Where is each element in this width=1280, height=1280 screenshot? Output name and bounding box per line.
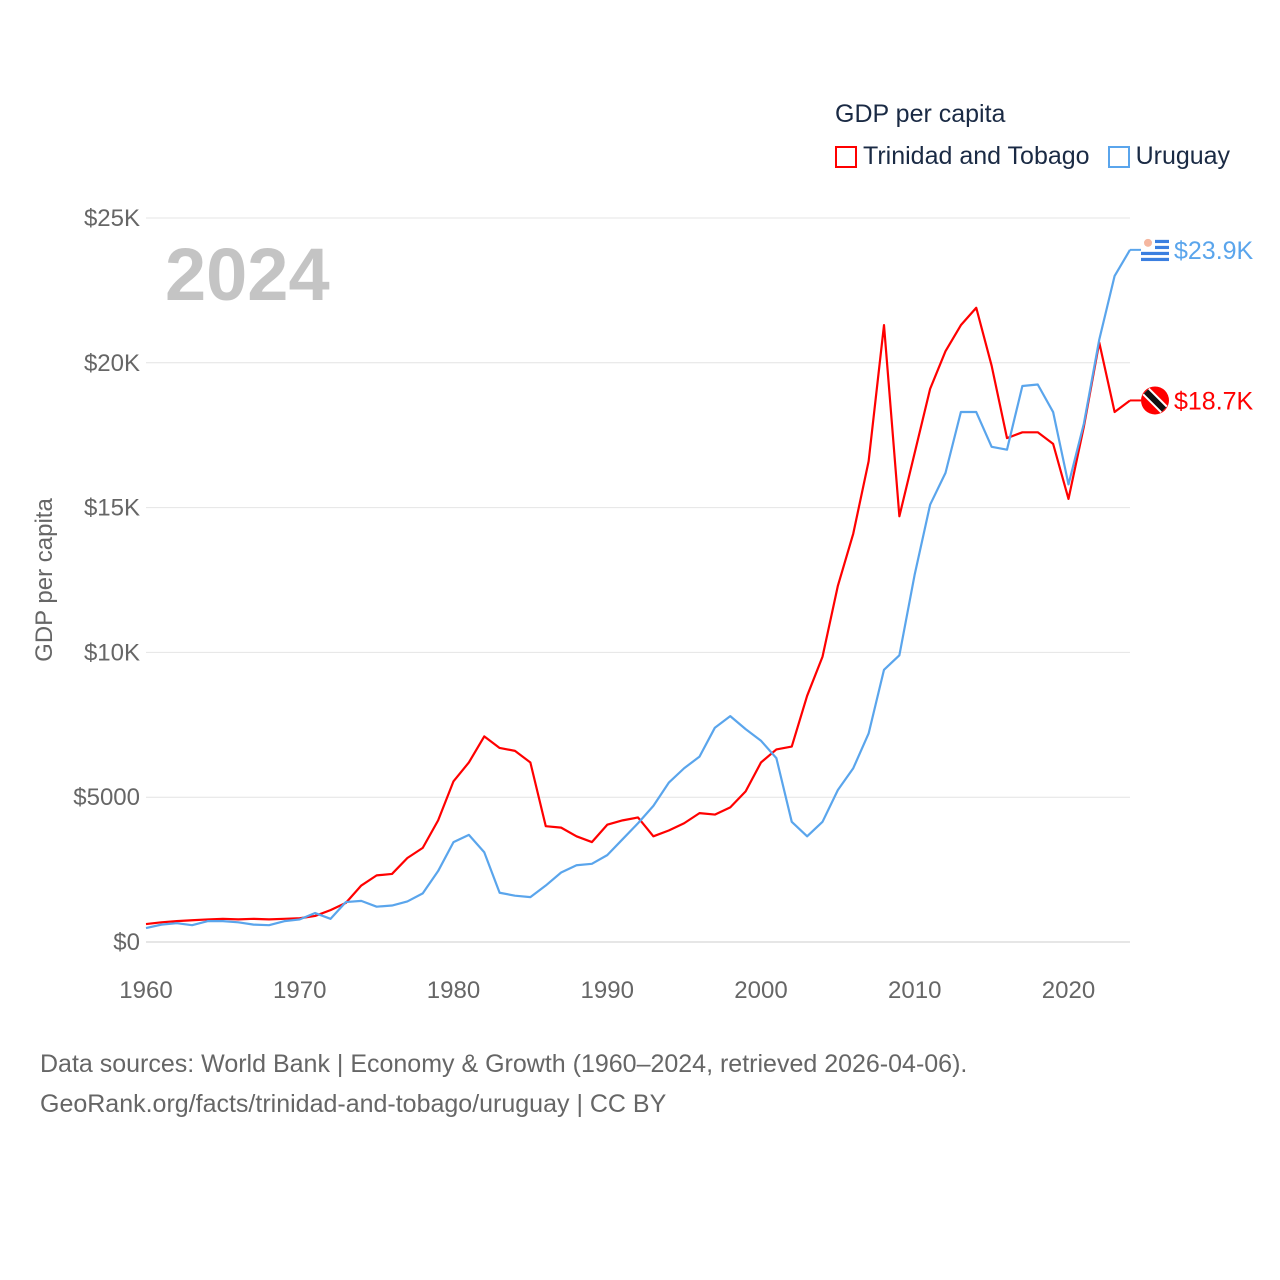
series-line-trinidad — [145, 306, 1131, 926]
year-label: 2024 — [165, 233, 330, 316]
x-tick-label: 2010 — [888, 977, 941, 1004]
y-tick-label: $10K — [84, 639, 140, 666]
x-tick-label: 1990 — [581, 977, 634, 1004]
x-tick-label: 2000 — [734, 977, 787, 1004]
y-tick-label: $0 — [113, 929, 140, 956]
legend: Trinidad and Tobago Uruguay — [835, 142, 1230, 171]
uruguay-flag-icon — [1141, 235, 1169, 264]
trinidad-flag-icon — [1141, 386, 1169, 415]
y-tick-label: $5000 — [73, 784, 140, 811]
y-tick-label: $15K — [84, 495, 140, 522]
legend-item-uruguay[interactable]: Uruguay — [1107, 142, 1231, 171]
legend-swatch — [835, 145, 857, 168]
y-tick-label: $25K — [84, 205, 140, 232]
legend-title: GDP per capita — [835, 100, 1006, 128]
end-value-label: $18.7K — [1174, 387, 1254, 415]
end-value-label: $23.9K — [1174, 237, 1254, 265]
data-sources: Data sources: World Bank | Economy & Gro… — [40, 1050, 968, 1078]
legend-item-trinidad[interactable]: Trinidad and Tobago — [835, 142, 1090, 171]
y-tick-label: $20K — [84, 350, 140, 377]
series-line-uruguay — [145, 249, 1131, 930]
x-tick-label: 1980 — [427, 977, 480, 1004]
legend-label: Trinidad and Tobago — [863, 142, 1090, 170]
x-tick-label: 2020 — [1042, 977, 1095, 1004]
legend-swatch — [1107, 145, 1130, 168]
y-axis-label: GDP per capita — [31, 498, 58, 662]
x-tick-label: 1970 — [273, 977, 326, 1004]
footer: Data sources: World Bank | Economy & Gro… — [40, 1044, 967, 1124]
legend-label: Uruguay — [1135, 142, 1231, 170]
source-link[interactable]: GeoRank.org/facts/trinidad-and-tobago/ur… — [40, 1090, 667, 1118]
x-tick-label: 1960 — [119, 977, 172, 1004]
